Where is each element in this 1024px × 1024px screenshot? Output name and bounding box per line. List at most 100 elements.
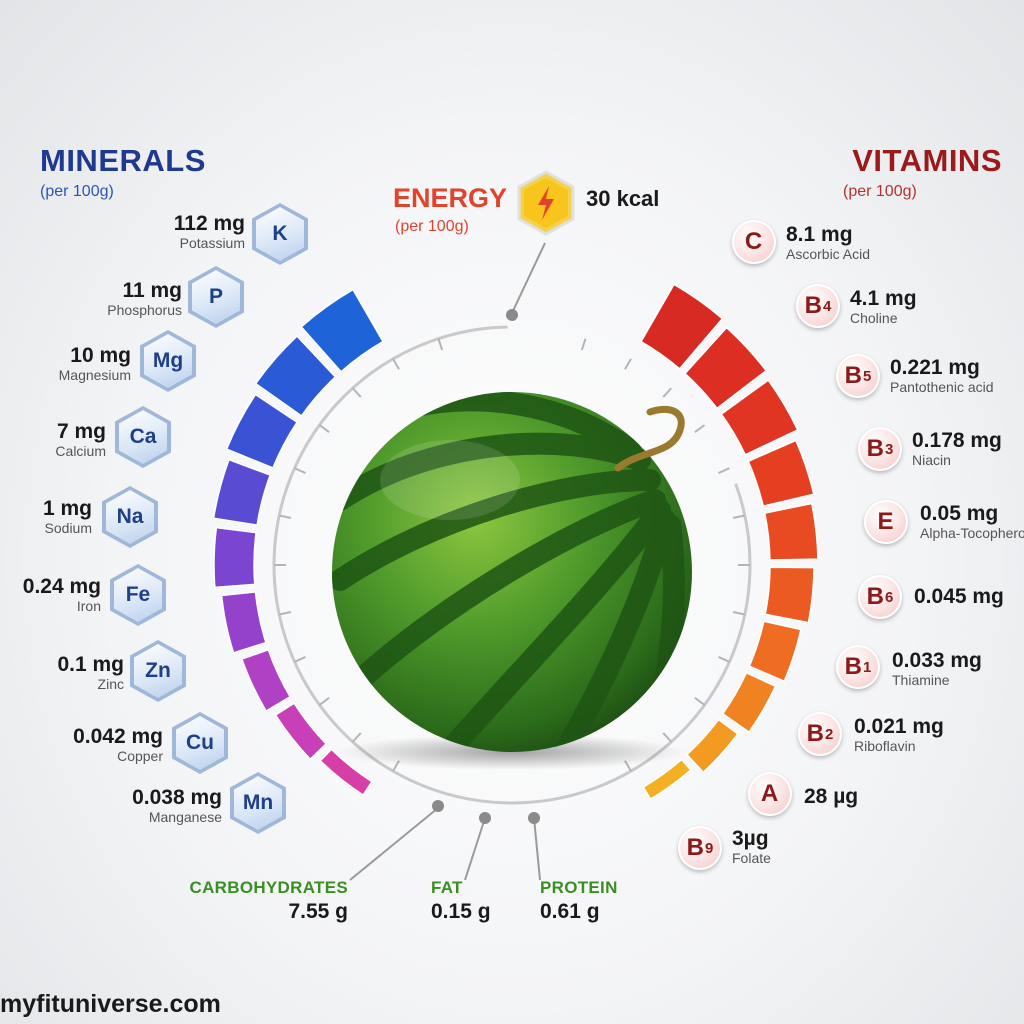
vitamin-amount: 0.221 mg [890, 356, 980, 379]
hexagon-icon: Ca [115, 406, 171, 468]
dial-tick [662, 732, 672, 743]
vitamin-name: Alpha-Tocopherol [920, 525, 1024, 541]
mineral-amount: 7 mg [56, 420, 106, 443]
mineral-symbol: Zn [134, 644, 182, 698]
watermark: myfituniverse.com [0, 990, 221, 1018]
mineral-name: Iron [76, 598, 101, 614]
lightning-bolt-icon [517, 170, 575, 236]
mineral-bar [212, 458, 272, 526]
vitamin-item-b4: 4.1 mg Choline [850, 287, 917, 327]
mineral-name: Phosphorus [107, 302, 182, 318]
mineral-amount: 112 mg [173, 212, 245, 235]
vitamin-name: Choline [850, 310, 898, 326]
mineral-amount: 11 mg [122, 279, 182, 302]
mineral-item-calcium: 7 mg Calcium [0, 420, 106, 460]
mineral-name: Sodium [44, 520, 92, 536]
vitamin-bar [721, 671, 777, 734]
vitamin-item-e: 0.05 mg Alpha-Tocopherol [920, 503, 1024, 541]
mineral-bar [319, 748, 373, 797]
vitamin-sub: 3 [885, 440, 894, 458]
mineral-symbol: Fe [114, 568, 162, 622]
vitamin-amount: 0.021 mg [854, 715, 944, 738]
hexagon-icon: P [188, 266, 244, 328]
mineral-symbol: Na [106, 490, 154, 544]
mineral-symbol: Mg [144, 334, 192, 388]
vitamin-item-b2: 0.021 mg Riboflavin [854, 715, 944, 755]
hexagon-icon: Mg [140, 330, 196, 392]
macro-label: PROTEIN [540, 878, 618, 897]
vitamin-bar [763, 502, 819, 561]
vitamin-item-b1: 0.033 mg Thiamine [892, 649, 982, 689]
dial-tick [718, 467, 730, 474]
dial-tick [694, 424, 706, 433]
vitamin-badge: E [864, 500, 908, 544]
vitamin-bar [639, 283, 724, 370]
vitamin-name: Niacin [912, 452, 951, 468]
hexagon-icon: K [252, 203, 308, 265]
vitamin-sub: 1 [863, 658, 872, 676]
energy-subtitle: (per 100g) [395, 218, 469, 235]
vitamin-item-c: 8.1 mg Ascorbic Acid [786, 224, 870, 263]
mineral-bars [212, 288, 385, 797]
vitamin-item-b5: 0.221 mg Pantothenic acid [890, 356, 994, 396]
vitamin-letter: B [844, 362, 862, 389]
energy-value: 30 kcal [586, 186, 660, 211]
vitamin-amount: 4.1 mg [850, 287, 917, 310]
dial-tick [392, 358, 400, 370]
mineral-amount: 0.038 mg [132, 786, 222, 809]
mineral-amount: 10 mg [70, 344, 131, 367]
vitamin-amount: 0.178 mg [912, 429, 1002, 452]
mineral-amount: 0.042 mg [73, 725, 163, 748]
watermelon-image [332, 392, 692, 770]
dial-tick [318, 697, 330, 706]
mineral-name: Potassium [179, 235, 245, 251]
vitamin-badge: C [732, 220, 776, 264]
macro-label: FAT [431, 878, 463, 897]
macro-value: 0.61 g [540, 900, 600, 923]
mineral-symbol: K [256, 207, 304, 261]
dial-tick [732, 611, 746, 616]
dial-tick [352, 387, 362, 398]
vitamin-letter: B [866, 435, 884, 462]
mineral-bar [220, 591, 267, 654]
mineral-bar [240, 648, 292, 713]
vitamin-amount: 3µg [732, 827, 769, 850]
mineral-amount: 1 mg [42, 497, 92, 520]
vitamin-bar [685, 718, 739, 774]
vitamin-amount: 0.045 mg [914, 585, 1004, 608]
mineral-item-iron: 0.24 mg Iron [0, 576, 101, 615]
mineral-item-phosphorus: 11 mg Phosphorus [0, 279, 182, 319]
vitamin-item-b9: 3µg Folate [732, 827, 771, 867]
dial-tick [718, 656, 730, 663]
vitamin-sub: 9 [705, 839, 714, 857]
vitamin-amount: 0.05 mg [920, 503, 999, 525]
macro-fat: FAT 0.15 g [431, 878, 491, 924]
energy-connector [506, 242, 546, 321]
vitamin-amount: 0.033 mg [892, 649, 982, 672]
dial-tick [318, 424, 330, 433]
dial-tick [662, 387, 672, 398]
mineral-bar [300, 288, 385, 373]
vitamin-item-a: 28 µg [804, 786, 858, 808]
mineral-name: Manganese [148, 809, 222, 825]
dial-tick [624, 358, 632, 370]
vitamin-letter: A [760, 780, 779, 807]
vitamin-sub: 6 [885, 588, 894, 606]
vitamin-badge: A [748, 772, 792, 816]
vitamin-bars [639, 283, 819, 801]
macro-connectors [349, 800, 541, 881]
dial-tick [278, 514, 292, 519]
mineral-item-potassium: 112 mg Potassium [45, 212, 245, 252]
energy-title: ENERGY [393, 183, 508, 213]
vitamin-name: Thiamine [892, 672, 950, 688]
mineral-item-manganese: 0.038 mg Manganese [22, 786, 222, 826]
vitamin-bar [764, 566, 815, 624]
mineral-name: Zinc [97, 676, 124, 692]
